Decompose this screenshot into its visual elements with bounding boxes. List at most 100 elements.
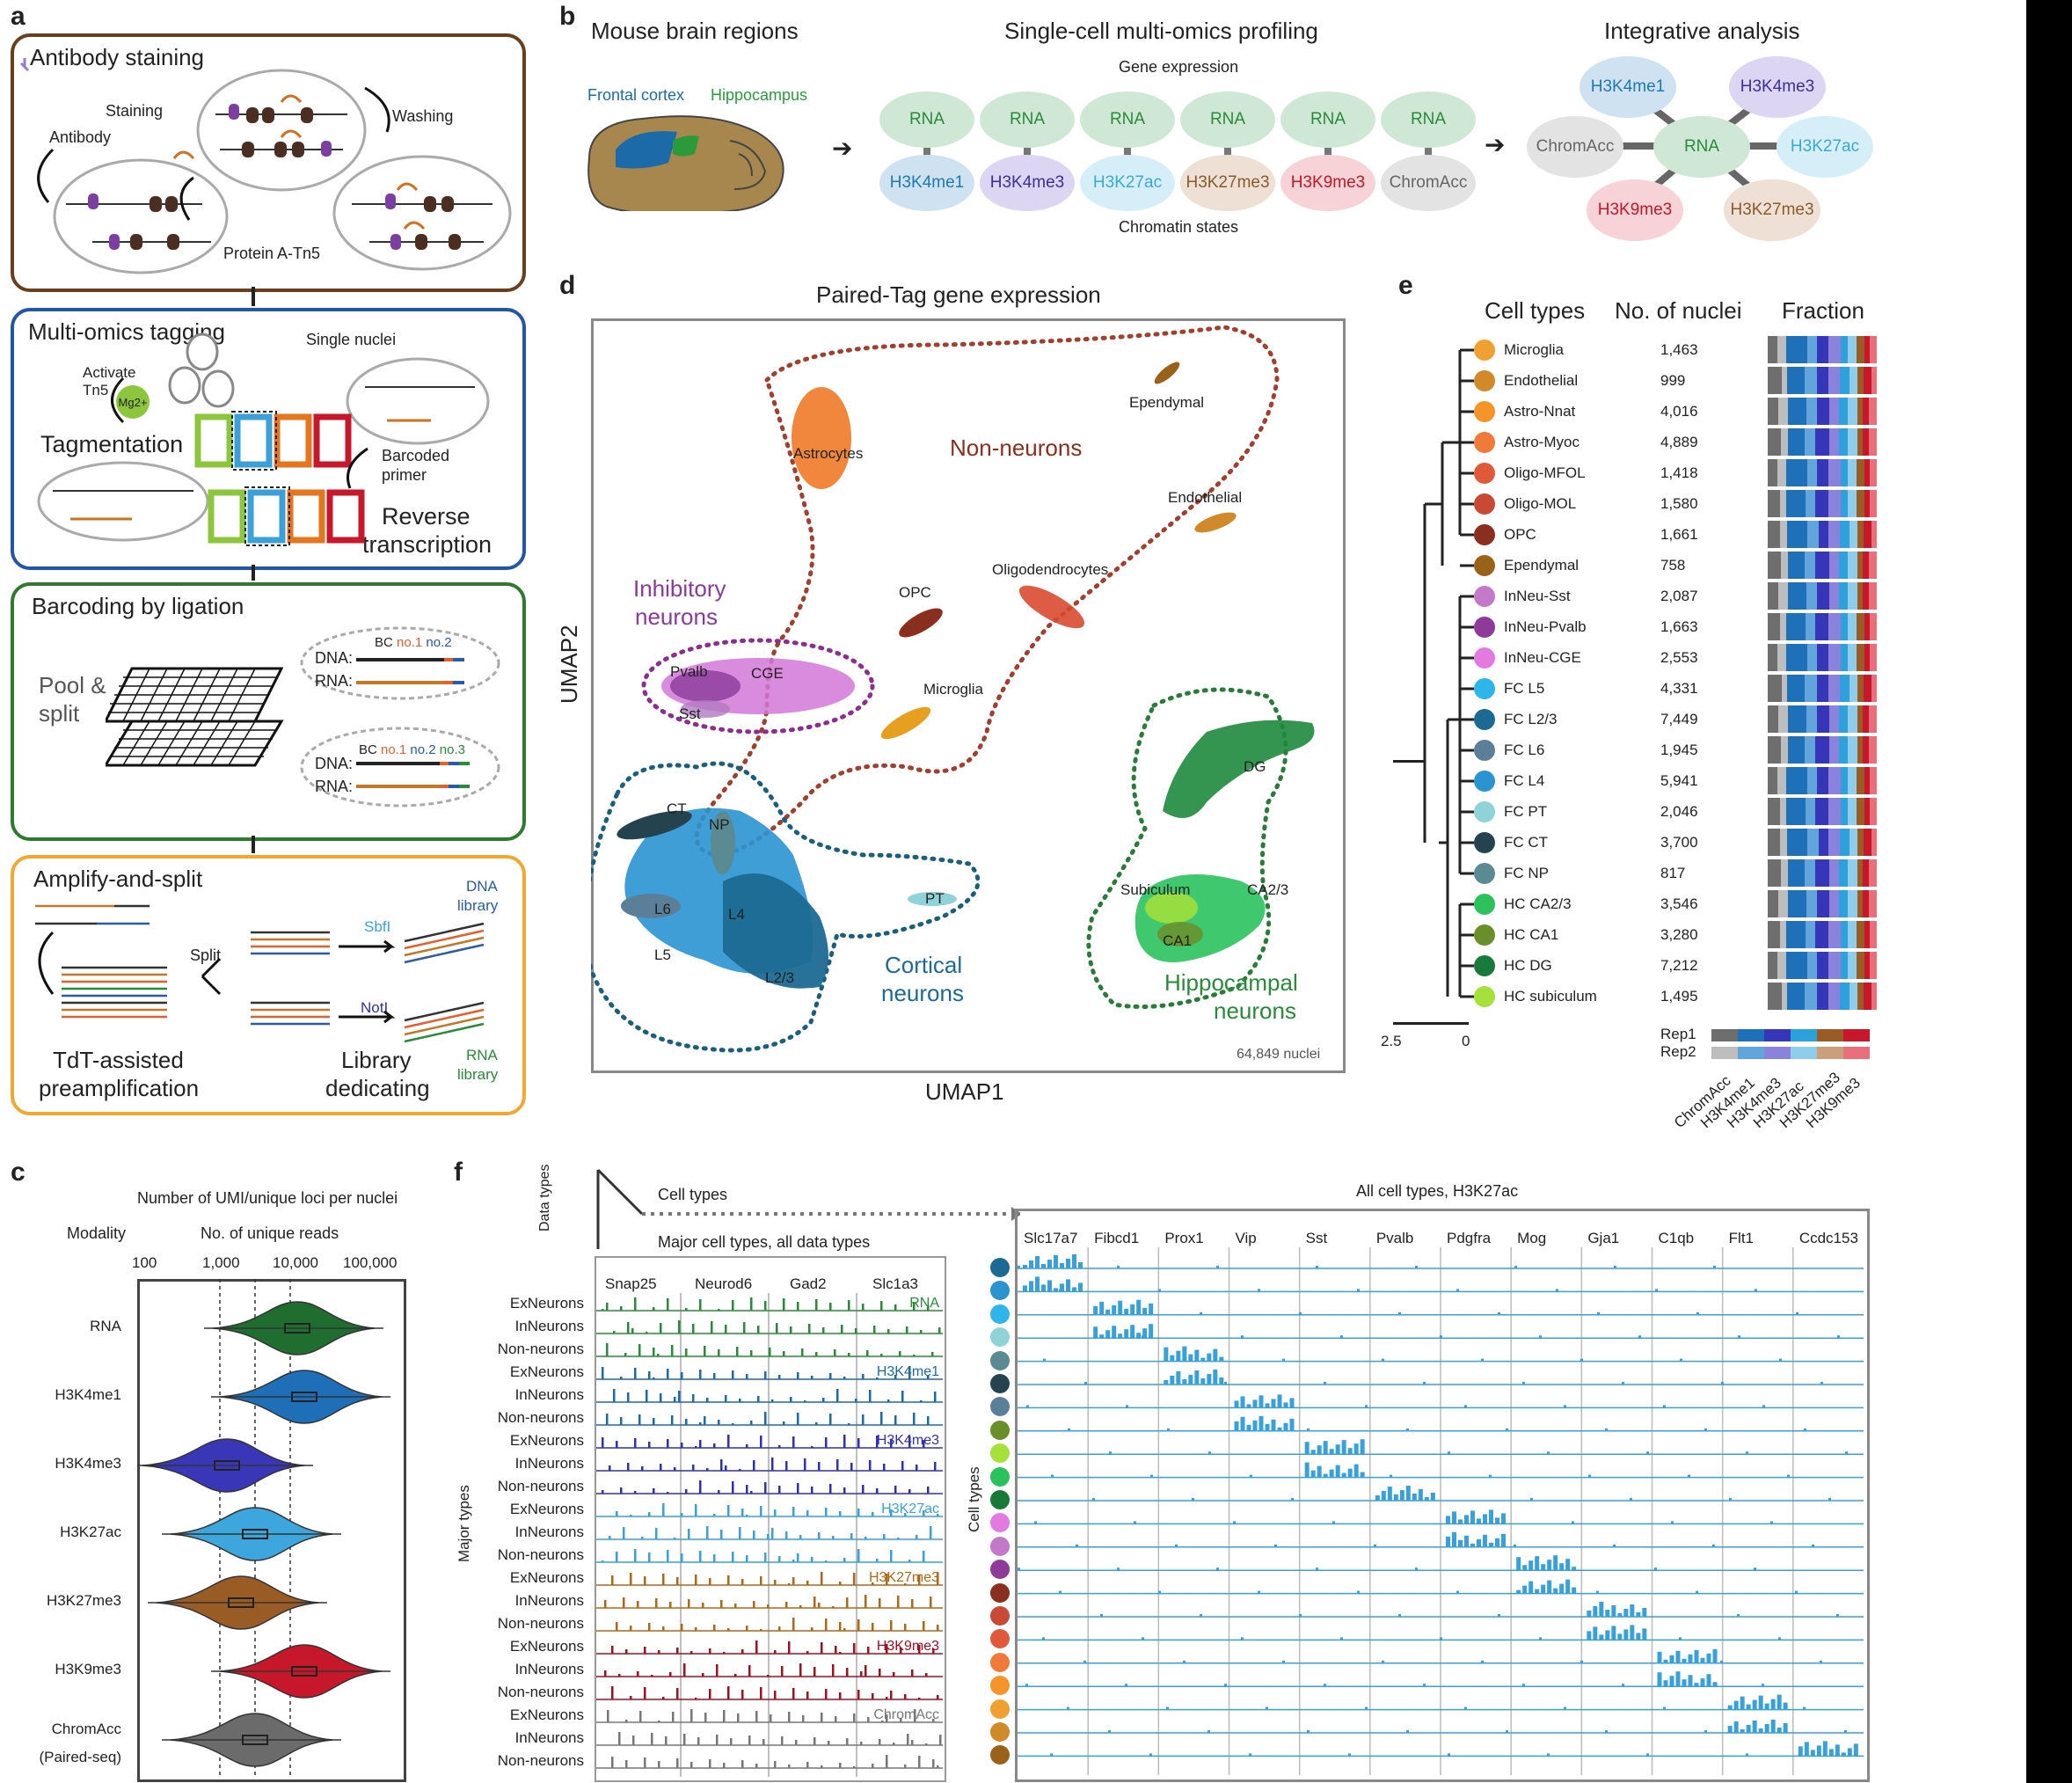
track-peak — [1740, 1696, 1745, 1710]
cell-type-name: FC PT — [1504, 803, 1548, 820]
track-peak — [778, 1556, 781, 1562]
track-peak — [750, 1297, 753, 1311]
track-peak — [604, 1600, 607, 1608]
fraction-segment — [1816, 675, 1829, 702]
track-peak — [606, 1414, 609, 1425]
track-peak — [894, 1486, 897, 1494]
track-peak — [676, 1577, 679, 1585]
cell-type-name: InNeu-Pvalb — [1504, 618, 1587, 635]
track-peak — [900, 1648, 902, 1654]
track-peak — [602, 1437, 604, 1448]
track-peak — [939, 1735, 942, 1745]
umap-cluster-label: NP — [709, 816, 730, 833]
track-peak — [1564, 1405, 1566, 1408]
track-peak — [839, 1582, 842, 1585]
track-peak — [1415, 1567, 1418, 1571]
fraction-segment — [1778, 398, 1789, 425]
track-peak — [788, 1583, 791, 1585]
fraction-segment — [1787, 983, 1806, 1010]
track-peak — [1501, 1513, 1506, 1524]
fraction-segment — [1787, 367, 1806, 394]
panel-label-c: c — [11, 1158, 26, 1187]
x-tick-label: 100,000 — [343, 1254, 398, 1271]
fraction-segment — [1849, 983, 1858, 1010]
major-row-label: Non-neurons — [497, 1409, 584, 1426]
fraction-segment — [1849, 521, 1858, 548]
track-peak — [839, 1763, 842, 1768]
fraction-segment — [1768, 428, 1782, 456]
fraction-segment — [1786, 952, 1808, 979]
track-peak — [802, 1715, 805, 1722]
fraction-segment — [1863, 582, 1870, 610]
track-peak — [692, 1324, 695, 1334]
cell-type-color-dot — [990, 1466, 1010, 1487]
track-peak — [1835, 1744, 1840, 1757]
major-gene-label: Snap25 — [605, 1275, 657, 1292]
fraction-segment — [1864, 613, 1871, 640]
fraction-segment — [1871, 829, 1878, 856]
fraction-segment — [1768, 829, 1781, 856]
track-peak — [1158, 1289, 1161, 1292]
fraction-segment — [1857, 336, 1865, 363]
x-tick-label: 100 — [132, 1254, 157, 1271]
rep-legend-swatch — [1738, 1047, 1764, 1059]
nuclei-count-value: 4,331 — [1660, 680, 1698, 697]
track-peak — [1142, 1307, 1148, 1315]
fraction-segment — [1782, 675, 1788, 702]
track-peak — [887, 1329, 890, 1334]
track-peak — [611, 1686, 614, 1699]
mouse-brain-icon — [587, 115, 784, 211]
track-peak — [1778, 1637, 1781, 1641]
track-peak — [737, 1714, 740, 1722]
track-peak — [718, 1309, 720, 1311]
track-peak — [1149, 1753, 1152, 1757]
violin-box — [242, 1735, 268, 1745]
major-row-label: Non-neurons — [497, 1615, 584, 1632]
track-peak — [806, 1651, 809, 1654]
track-peak — [1694, 1683, 1699, 1687]
track-peak — [792, 1688, 795, 1699]
track-peak — [667, 1492, 669, 1494]
track-peak — [1126, 1405, 1128, 1408]
fraction-segment — [1848, 613, 1857, 640]
fraction-segment — [1768, 490, 1781, 517]
track-peak — [853, 1573, 856, 1585]
track-peak — [792, 1507, 795, 1516]
fraction-segment — [1863, 890, 1870, 917]
track-peak — [1374, 1544, 1376, 1547]
track-peak — [869, 1390, 872, 1402]
track-peak — [685, 1419, 688, 1425]
track-peak — [818, 1462, 821, 1471]
track-peak — [1472, 1521, 1475, 1524]
track-peak — [1265, 1423, 1270, 1431]
fraction-segment — [1848, 952, 1857, 979]
track-peak — [718, 1349, 720, 1356]
track-peak — [646, 1332, 648, 1334]
track-peak — [846, 1738, 849, 1745]
track-peak — [655, 1598, 658, 1608]
track-peak — [760, 1576, 762, 1585]
track-peak — [1164, 1380, 1169, 1385]
cell-type-color-dot — [990, 1397, 1010, 1417]
track-peak — [1638, 1335, 1641, 1339]
track-peak — [606, 1303, 609, 1311]
track-peak — [651, 1675, 653, 1677]
track-peak — [1448, 1451, 1450, 1455]
track-peak — [648, 1442, 651, 1448]
track-peak — [797, 1413, 799, 1425]
track-peak — [634, 1491, 637, 1494]
track-peak — [1663, 1680, 1668, 1687]
violin-frame — [137, 1279, 406, 1782]
track-peak — [1166, 1706, 1169, 1710]
track-peak — [1093, 1326, 1098, 1339]
protein-a-tn5-label: Protein A-Tn5 — [223, 245, 321, 262]
track-peak — [1289, 1418, 1295, 1431]
track-peak — [825, 1508, 828, 1516]
cell-type-color-dot — [1474, 401, 1495, 422]
fraction-segment — [1787, 675, 1806, 702]
track-peak — [853, 1714, 856, 1722]
track-peak — [702, 1603, 704, 1608]
data-types-word2: types — [537, 1164, 552, 1198]
fraction-segment — [1806, 521, 1820, 548]
track-peak — [732, 1481, 734, 1494]
